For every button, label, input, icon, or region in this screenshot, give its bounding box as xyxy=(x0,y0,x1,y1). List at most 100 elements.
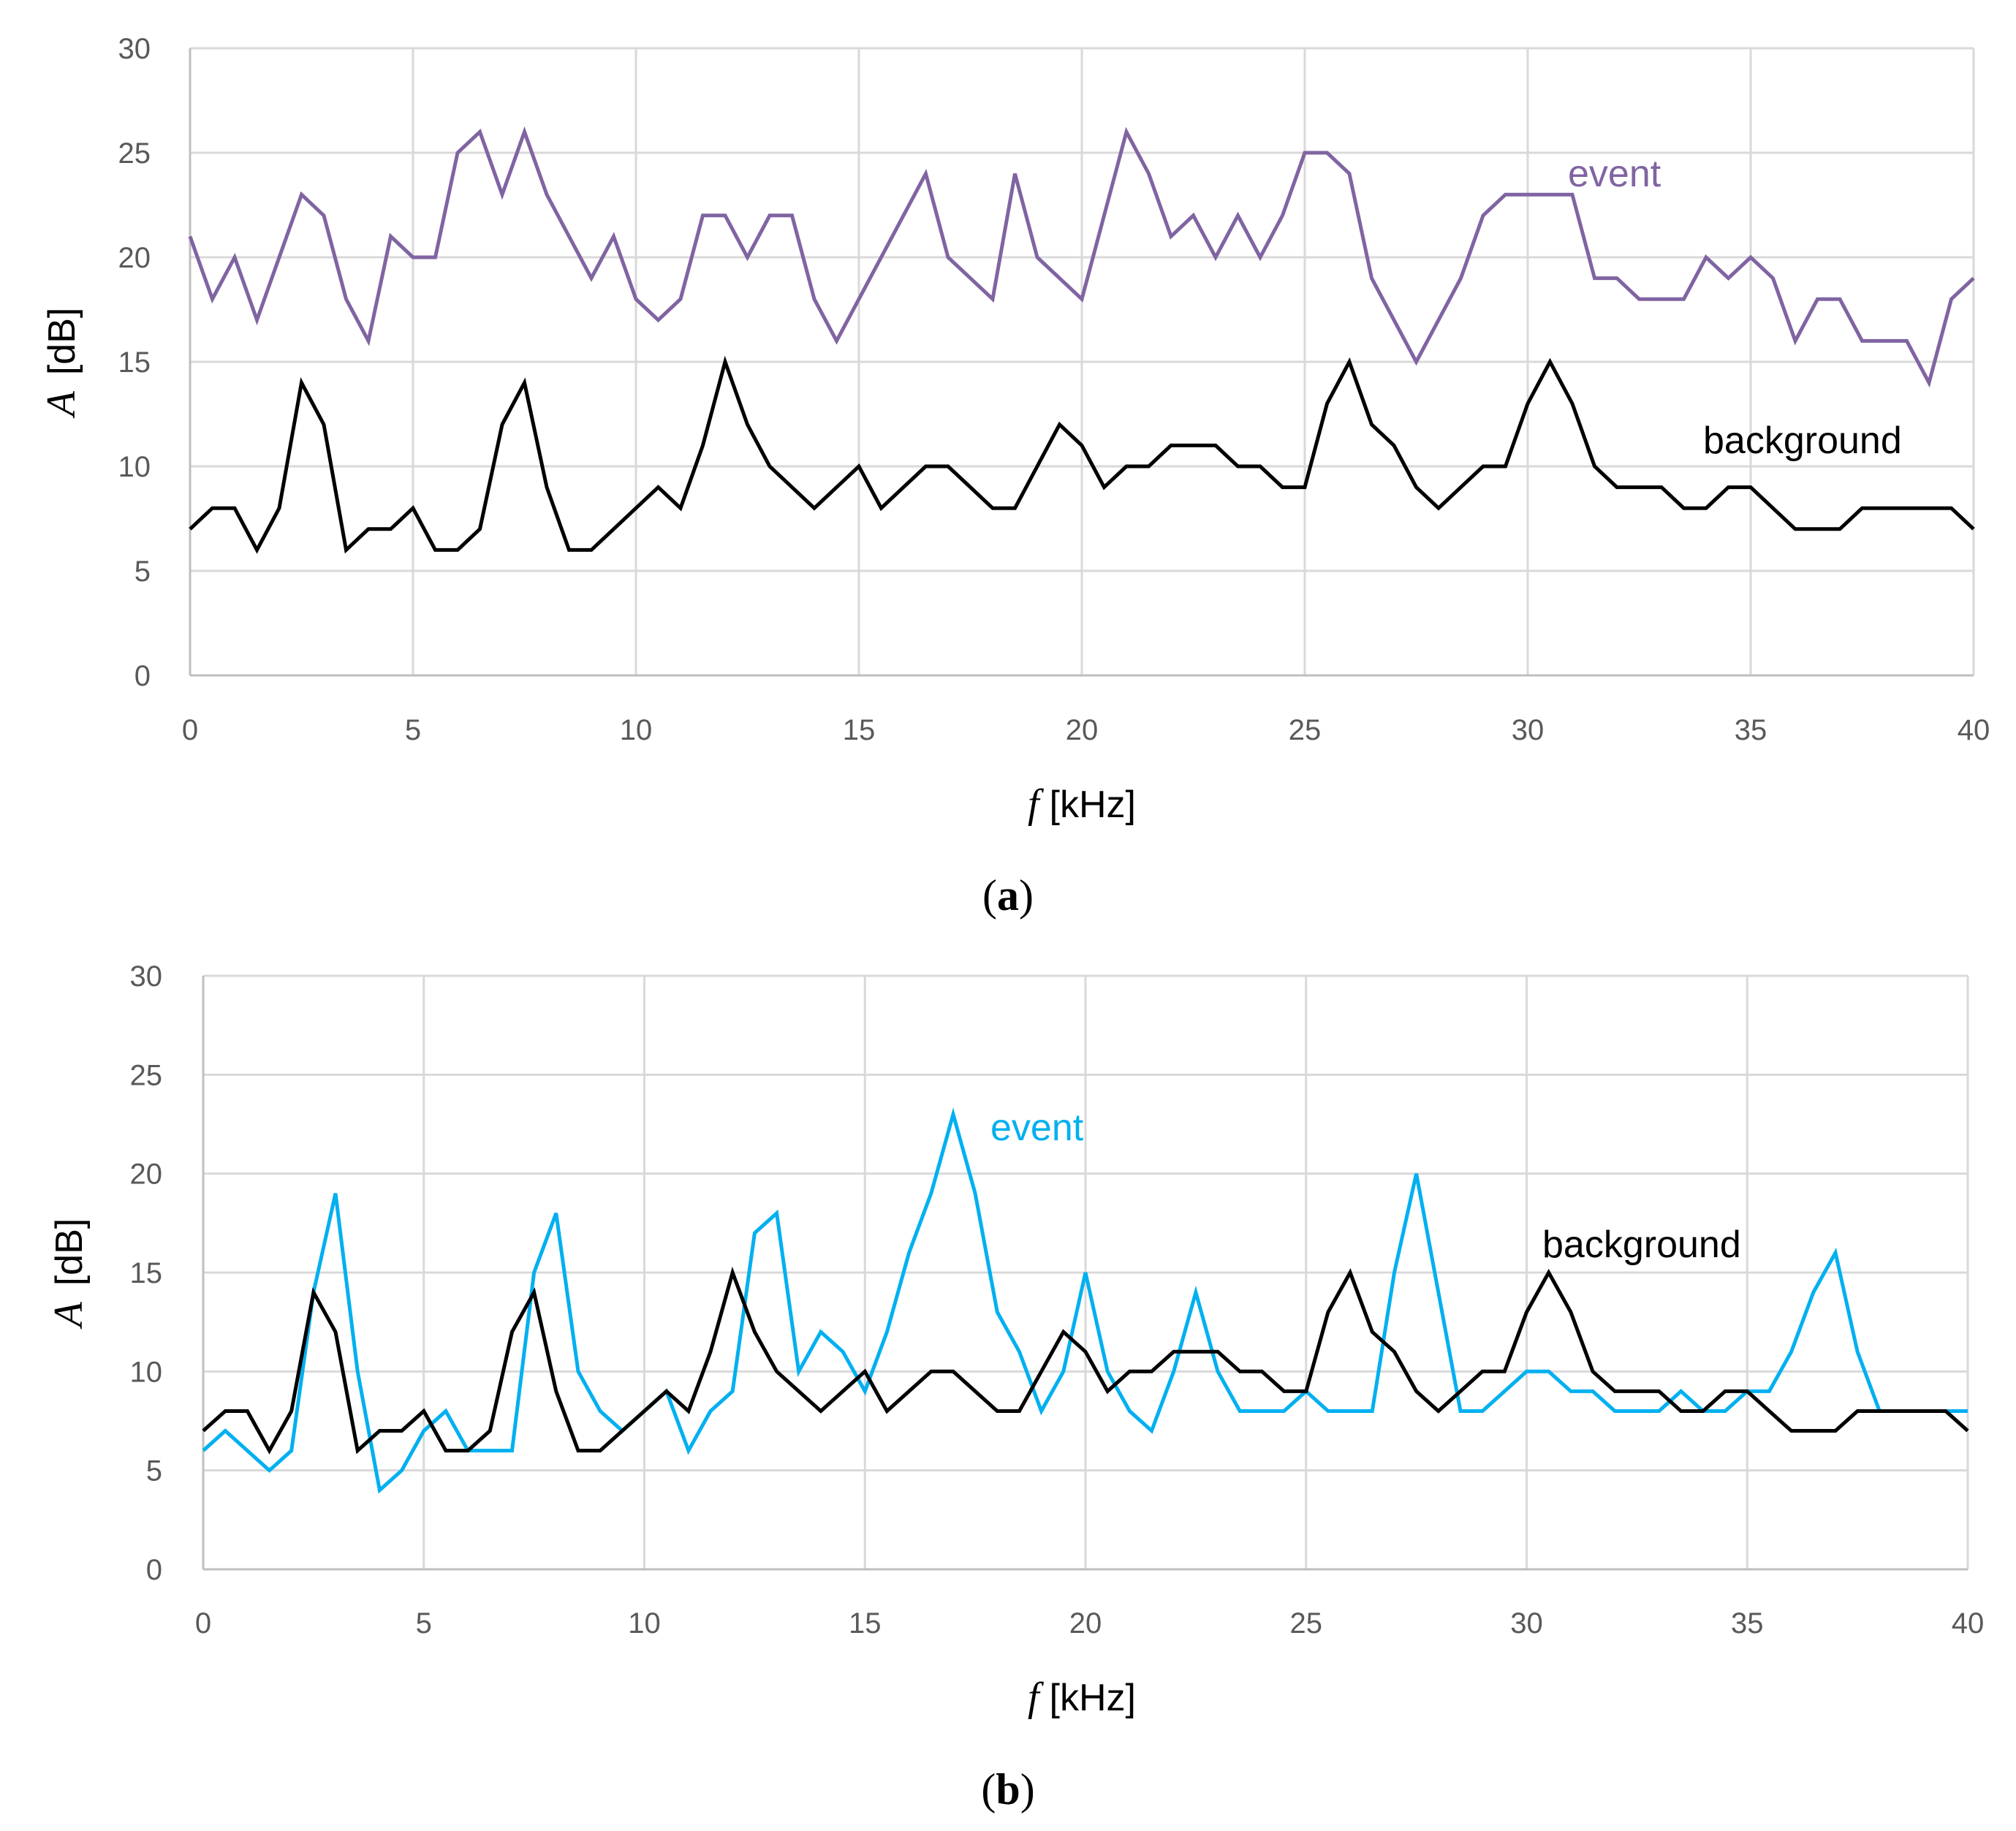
data-point-background xyxy=(1102,485,1106,489)
x-tick-label: 40 xyxy=(1958,714,1990,746)
data-point-background xyxy=(634,507,638,510)
data-point-background xyxy=(746,422,749,426)
data-point-background xyxy=(907,1390,911,1393)
data-point-background xyxy=(1701,1409,1705,1413)
data-point-event xyxy=(1705,256,1708,259)
data-point-background xyxy=(211,507,214,510)
x-tick-label: 25 xyxy=(1289,714,1322,746)
data-point-background xyxy=(322,422,326,426)
data-point-event xyxy=(189,235,192,238)
data-point-event xyxy=(819,1330,822,1334)
data-point-background xyxy=(1615,485,1619,489)
y-tick-label: 0 xyxy=(146,1554,162,1586)
data-point-background xyxy=(576,1449,580,1452)
data-point-background xyxy=(422,1409,425,1413)
data-point-event xyxy=(907,1251,911,1254)
data-point-background xyxy=(1436,1409,1440,1413)
data-point-background xyxy=(775,1370,778,1373)
data-point-background xyxy=(863,1370,867,1373)
data-point-background xyxy=(813,507,816,510)
x-axis-unit: [kHz] xyxy=(1050,1677,1136,1719)
chart-panel-b: 0 5 10 15 20 25 30 0 5 10 15 20 25 30 35 40 f [kHz] A [dB] e… xyxy=(46,960,1984,1813)
data-point-event xyxy=(1482,213,1485,217)
data-point-event xyxy=(1569,1390,1572,1393)
y-tick-label: 20 xyxy=(130,1159,163,1191)
data-point-event xyxy=(389,235,393,238)
data-point-event xyxy=(885,1330,889,1334)
series-label-background: background xyxy=(1542,1224,1741,1266)
data-point-event xyxy=(367,339,371,343)
data-point-event xyxy=(1282,1409,1286,1413)
x-tick-label: 30 xyxy=(1510,1607,1543,1639)
data-point-event xyxy=(790,213,794,217)
data-point-background xyxy=(189,527,192,531)
y-tick-label: 15 xyxy=(130,1257,163,1289)
data-point-background xyxy=(1128,1370,1132,1373)
data-point-background xyxy=(344,548,348,552)
data-point-event xyxy=(1949,297,1953,301)
data-point-background xyxy=(1349,1271,1352,1275)
data-point-background xyxy=(1838,527,1842,531)
data-point-event xyxy=(879,256,883,259)
data-point-background xyxy=(1414,485,1418,489)
data-point-event xyxy=(1414,360,1418,364)
data-point-event xyxy=(1856,1350,1860,1354)
data-point-background xyxy=(841,1390,845,1393)
data-point-background xyxy=(510,1330,514,1334)
data-point-background xyxy=(1058,422,1061,426)
data-point-background xyxy=(389,527,393,531)
data-point-background xyxy=(1548,360,1552,364)
data-point-event xyxy=(924,172,928,175)
data-point-event xyxy=(510,1449,514,1452)
data-point-background xyxy=(1816,527,1819,531)
data-point-background xyxy=(924,465,928,469)
data-point-event xyxy=(1039,1409,1043,1413)
x-tick-label: 25 xyxy=(1290,1607,1323,1639)
data-point-background xyxy=(1571,402,1574,406)
data-point-event xyxy=(1281,213,1284,217)
data-point-event xyxy=(1972,276,1976,280)
data-point-event xyxy=(1036,256,1039,259)
data-point-event xyxy=(1392,318,1396,322)
data-point-background xyxy=(1392,444,1396,447)
data-point-event xyxy=(1238,1409,1242,1413)
data-point-event xyxy=(1414,1172,1418,1175)
data-point-event xyxy=(1613,1409,1617,1413)
data-point-event xyxy=(300,193,303,197)
data-point-background xyxy=(1525,1311,1528,1314)
data-point-event xyxy=(412,256,415,259)
data-point-background xyxy=(590,548,594,552)
data-point-background xyxy=(532,1291,536,1294)
data-point-event xyxy=(701,213,705,217)
data-point-event xyxy=(1547,1370,1550,1373)
data-point-background xyxy=(268,1449,271,1452)
data-point-event xyxy=(996,1311,999,1314)
data-point-event xyxy=(1928,381,1931,384)
series-line-event xyxy=(188,126,1975,388)
data-point-background xyxy=(1147,465,1151,469)
data-point-event xyxy=(753,1231,757,1235)
data-point-event xyxy=(334,1191,338,1195)
data-point-background xyxy=(1856,1409,1860,1413)
data-point-event xyxy=(1084,1271,1088,1275)
data-point-background xyxy=(902,485,906,489)
data-point-background xyxy=(1789,1429,1793,1433)
data-point-background xyxy=(1635,1390,1639,1393)
y-tick-label: 0 xyxy=(134,660,151,692)
data-point-background xyxy=(1392,1350,1396,1354)
data-point-event xyxy=(1150,1429,1153,1433)
x-tick-label: 10 xyxy=(620,714,653,746)
data-point-event xyxy=(1172,1370,1175,1373)
data-point-event xyxy=(422,1429,425,1433)
x-tick-label: 35 xyxy=(1731,1607,1764,1639)
data-point-background xyxy=(1125,465,1129,469)
data-point-event xyxy=(768,213,772,217)
data-point-background xyxy=(1482,465,1485,469)
data-point-background xyxy=(356,1449,360,1452)
data-point-background xyxy=(1860,507,1864,510)
data-point-event xyxy=(545,193,549,197)
data-point-background xyxy=(1303,485,1307,489)
data-point-background xyxy=(709,1350,713,1354)
data-point-event xyxy=(991,297,995,301)
x-tick-label: 30 xyxy=(1512,714,1545,746)
